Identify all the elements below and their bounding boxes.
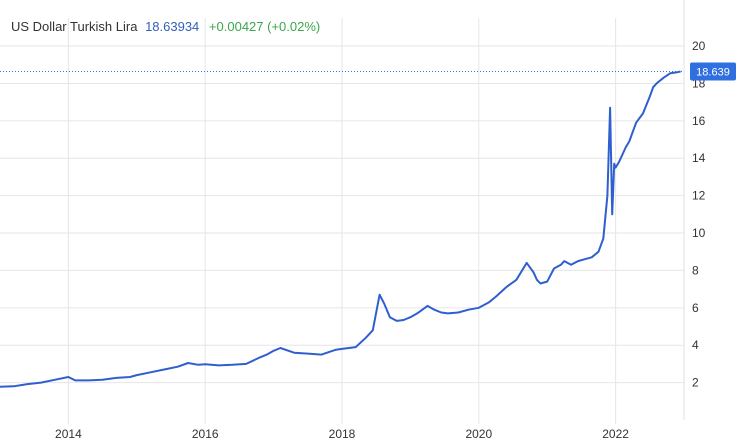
last-value-badge [690,62,736,81]
y-tick-label: 8 [692,263,699,277]
y-tick-label: 4 [692,338,699,352]
y-tick-label: 10 [692,226,706,240]
x-tick-label: 2018 [329,427,356,441]
x-tick-label: 2016 [192,427,219,441]
plot-area [0,70,681,388]
chart-header: US Dollar Turkish Lira 18.63934 +0.00427… [11,19,320,34]
x-tick-label: 2020 [465,427,492,441]
y-tick-label: 16 [692,114,706,128]
series-line [0,70,681,388]
chart-grid [0,0,685,424]
y-tick-label: 6 [692,301,699,315]
current-price: 18.63934 [145,19,200,34]
last-value-label: 18.639 [696,66,730,78]
instrument-title: US Dollar Turkish Lira [11,19,138,34]
y-tick-label: 12 [692,189,706,203]
x-axis: 2014 2016 2018 2020 2022 [55,427,629,441]
y-tick-label: 20 [692,39,706,53]
price-change: +0.00427 (+0.02%) [208,19,321,34]
last-value-marker: 18.639 [0,62,736,81]
x-tick-label: 2014 [55,427,82,441]
y-tick-label: 14 [692,151,706,165]
x-tick-label: 2022 [602,427,629,441]
y-tick-label: 2 [692,376,699,390]
